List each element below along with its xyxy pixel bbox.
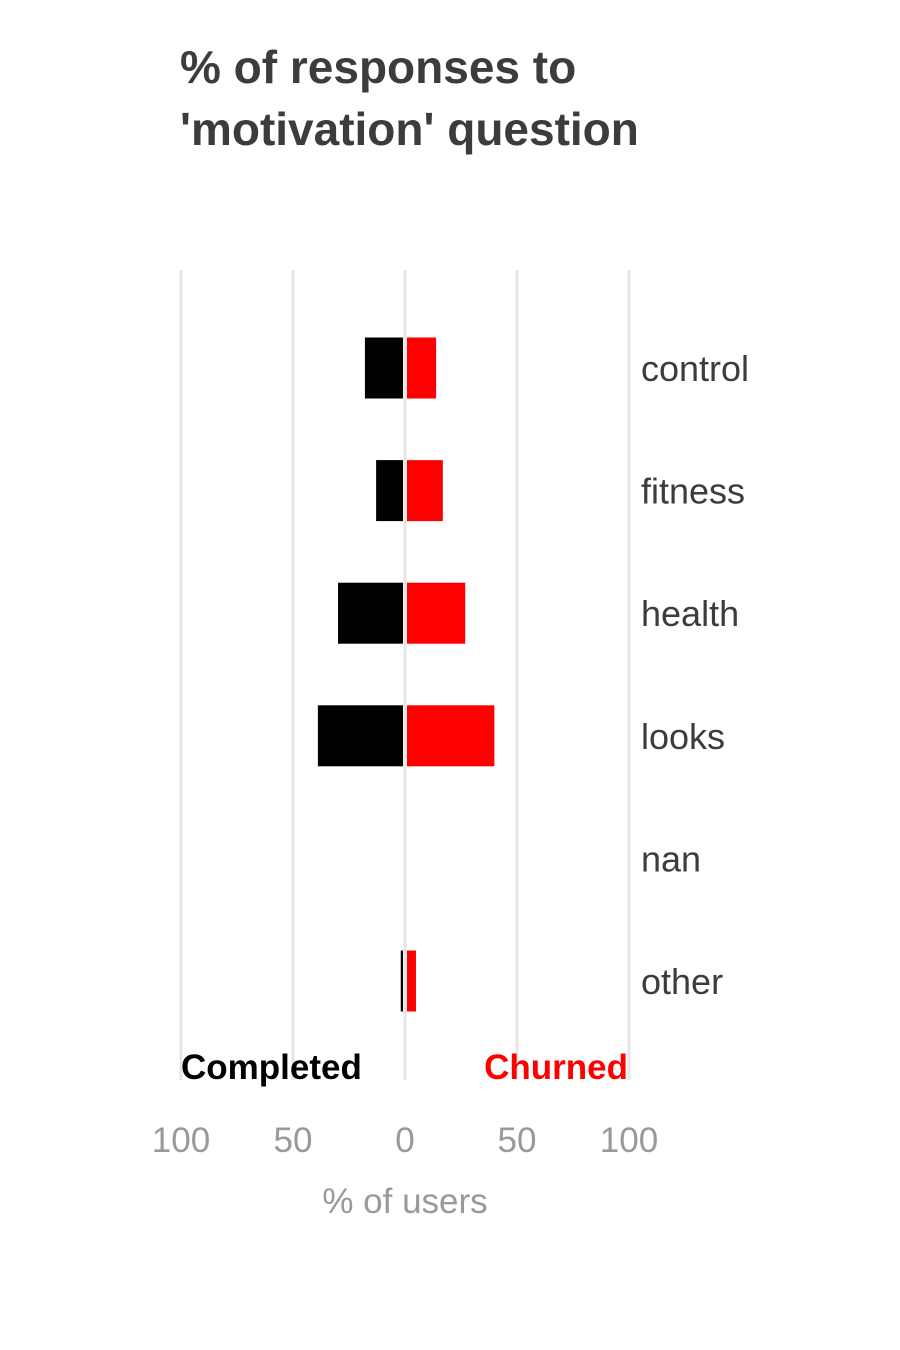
x-tick-label-2: 0 bbox=[395, 1121, 414, 1160]
chart-title-line-1: % of responses to bbox=[180, 41, 577, 93]
category-label-other: other bbox=[641, 961, 723, 1002]
bar-churned-looks bbox=[407, 705, 495, 767]
bar-completed-looks bbox=[317, 705, 403, 767]
x-tick-label-3: 50 bbox=[498, 1121, 537, 1160]
category-label-control: control bbox=[641, 348, 749, 389]
x-axis-label: % of users bbox=[322, 1182, 487, 1221]
x-tick-label-1: 50 bbox=[274, 1121, 313, 1160]
bar-completed-control bbox=[364, 337, 403, 399]
category-label-nan: nan bbox=[641, 838, 701, 879]
category-label-looks: looks bbox=[641, 716, 725, 757]
bar-churned-health bbox=[407, 582, 466, 644]
bar-churned-other bbox=[407, 950, 416, 1012]
bar-completed-other bbox=[400, 950, 403, 1012]
legend-completed: Completed bbox=[181, 1048, 362, 1087]
category-label-fitness: fitness bbox=[641, 471, 745, 512]
bar-completed-fitness bbox=[376, 460, 403, 522]
bar-completed-health bbox=[338, 582, 403, 644]
category-label-health: health bbox=[641, 593, 739, 634]
x-tick-label-0: 100 bbox=[152, 1121, 210, 1160]
chart-title-line-2: 'motivation' question bbox=[180, 103, 639, 155]
bar-churned-fitness bbox=[407, 460, 443, 522]
bar-churned-control bbox=[407, 337, 437, 399]
legend-churned: Churned bbox=[484, 1048, 628, 1087]
x-tick-label-4: 100 bbox=[600, 1121, 658, 1160]
